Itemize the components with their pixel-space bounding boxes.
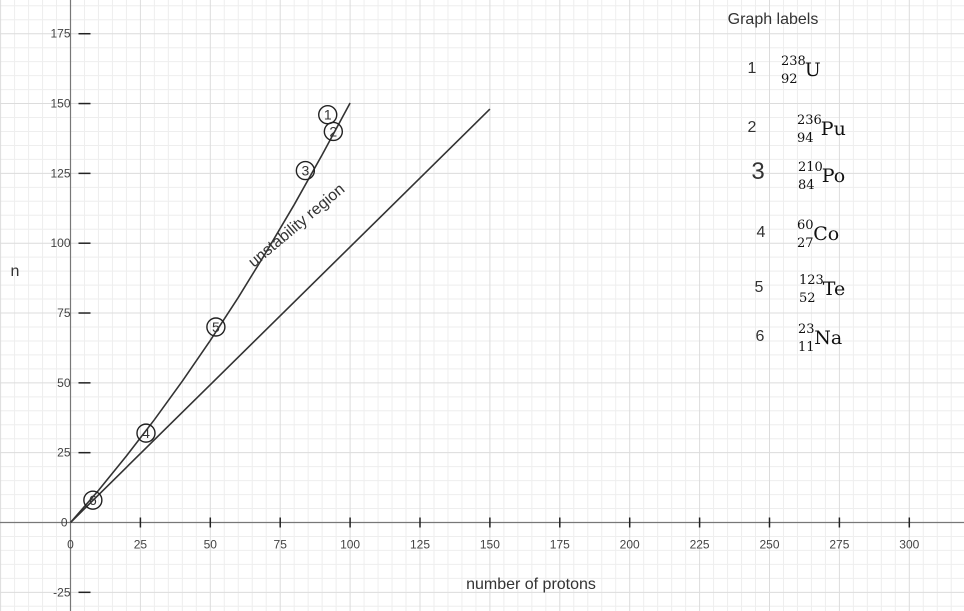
- x-tick-label: 100: [340, 538, 360, 552]
- legend-mass-number: 236: [797, 113, 822, 128]
- series-line-2: [69, 108, 491, 524]
- legend-atomic-number: 11: [798, 340, 815, 355]
- legend-number: 6: [756, 328, 765, 345]
- point-label: 5: [212, 319, 220, 335]
- legend-number: 5: [755, 279, 764, 296]
- y-tick-label: 50: [57, 376, 71, 390]
- y-tick-label: -25: [53, 585, 71, 599]
- legend-atomic-number: 52: [799, 291, 816, 306]
- y-tick-label: 175: [50, 27, 70, 41]
- x-tick-label: 175: [550, 538, 570, 552]
- legend-number: 4: [757, 224, 766, 241]
- point-marker: [323, 121, 344, 142]
- legend-mass-number: 238: [781, 54, 806, 69]
- x-tick-label: 75: [274, 538, 288, 552]
- ticks: 0 25 50 75 100 125 150 175 200 225 250 275 300-25255…: [50, 27, 919, 600]
- point-marker: [136, 423, 156, 443]
- point-label: 6: [89, 492, 97, 508]
- legend-atomic-number: 94: [797, 131, 814, 146]
- point-marker: [83, 490, 103, 510]
- x-tick-label: 25: [134, 538, 148, 552]
- point-label: 1: [324, 107, 332, 123]
- legend-title: Graph labels: [728, 11, 819, 28]
- legend-element-symbol: U: [805, 59, 821, 81]
- y-tick-label: 150: [50, 97, 70, 111]
- legend-element-symbol: Na: [814, 327, 842, 349]
- series-line-1: [69, 102, 351, 524]
- legend-mass-number: 23: [798, 322, 815, 337]
- y-tick-label: 100: [50, 236, 70, 250]
- nuclide-points: 12 3 4 5 6: [83, 105, 344, 510]
- x-tick-label: 275: [829, 538, 849, 552]
- legend-mass-number: 123: [799, 273, 824, 288]
- series-lines: [69, 102, 491, 524]
- legend-element-symbol: Co: [813, 223, 839, 245]
- point-marker: [206, 317, 226, 337]
- x-tick-label: 125: [410, 538, 430, 552]
- legend-number: 1: [748, 60, 757, 77]
- x-tick-label: 200: [620, 538, 640, 552]
- legend-number: 2: [748, 119, 757, 136]
- y-tick-label: 75: [57, 306, 71, 320]
- x-tick-label: 225: [690, 538, 710, 552]
- point-label: 3: [301, 163, 309, 179]
- y-tick-label: 25: [57, 446, 71, 460]
- point-label: 4: [142, 425, 150, 441]
- legend-mass-number: 60: [797, 218, 814, 233]
- legend-element-symbol: Pu: [821, 118, 846, 140]
- legend-atomic-number: 92: [781, 72, 798, 87]
- point-label: 2: [329, 123, 337, 139]
- y-axis-label: n: [11, 263, 20, 280]
- point-marker: [295, 160, 316, 181]
- legend-number: 3: [751, 158, 764, 185]
- x-tick-label: 0: [67, 538, 74, 552]
- y-tick-label: 125: [50, 166, 70, 180]
- legend-mass-number: 210: [798, 160, 823, 175]
- y-zero-label: 0: [61, 516, 68, 530]
- x-tick-label: 150: [480, 538, 500, 552]
- legend-atomic-number: 27: [797, 236, 814, 251]
- legend-element-symbol: Te: [823, 278, 845, 300]
- x-tick-label: 300: [899, 538, 919, 552]
- x-tick-label: 50: [204, 538, 218, 552]
- legend-element-symbol: Po: [822, 165, 845, 187]
- legend-atomic-number: 84: [798, 178, 815, 193]
- x-axis-label: number of protons: [466, 576, 596, 593]
- x-tick-label: 250: [759, 538, 779, 552]
